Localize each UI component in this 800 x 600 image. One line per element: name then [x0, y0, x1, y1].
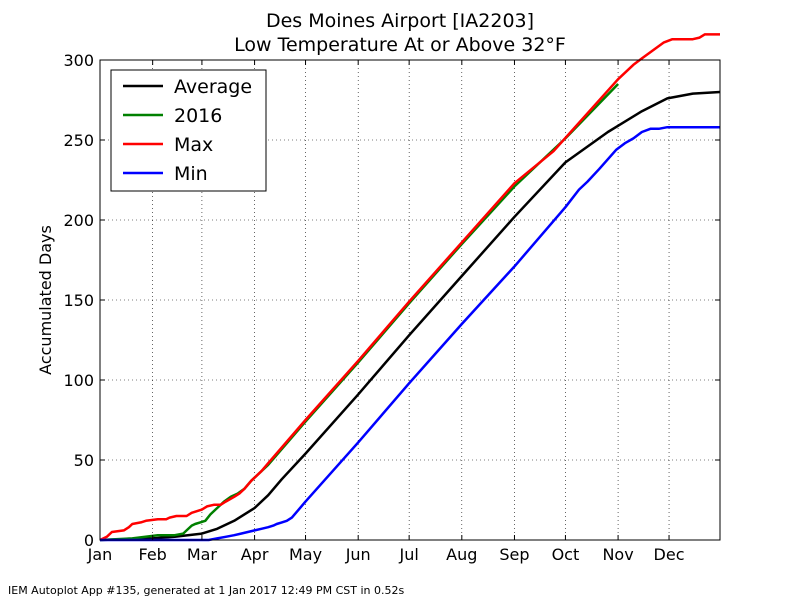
footer-text: IEM Autoplot App #135, generated at 1 Ja…	[8, 584, 405, 597]
chart-title-line-2: Low Temperature At or Above 32°F	[234, 34, 566, 56]
legend-label-max: Max	[174, 134, 213, 156]
chart-title-line-1: Des Moines Airport [IA2203]	[265, 10, 535, 32]
y-tick-label: 200	[63, 211, 94, 230]
y-tick-label: 0	[84, 531, 94, 550]
y-tick-label: 50	[74, 451, 94, 470]
series-line-average	[99, 90, 721, 542]
x-tick-label: Aug	[446, 545, 477, 564]
x-tick-label: Mar	[187, 545, 218, 564]
x-tick-label: Jan	[87, 545, 113, 564]
x-tick-label: Dec	[654, 545, 685, 564]
legend-label-min: Min	[174, 163, 208, 185]
y-tick-label: 250	[63, 131, 94, 150]
series-line-max	[99, 33, 720, 542]
series-line-min	[100, 125, 720, 542]
legend-label-2016: 2016	[174, 105, 222, 127]
x-tick-label: Feb	[138, 545, 166, 564]
x-tick-label: Sep	[499, 545, 529, 564]
x-tick-label: Jun	[345, 545, 371, 564]
x-tick-label: Oct	[552, 545, 580, 564]
legend-label-average: Average	[174, 76, 252, 98]
x-tick-label: Apr	[241, 545, 269, 564]
y-axis-label: Accumulated Days	[36, 225, 55, 375]
x-tick-label: Jul	[398, 545, 418, 564]
x-tick-label: Nov	[602, 545, 633, 564]
y-tick-label: 300	[63, 51, 94, 70]
x-tick-label: May	[289, 545, 322, 564]
legend-box	[110, 69, 267, 192]
y-tick-label: 150	[63, 291, 94, 310]
y-tick-label: 100	[63, 371, 94, 390]
